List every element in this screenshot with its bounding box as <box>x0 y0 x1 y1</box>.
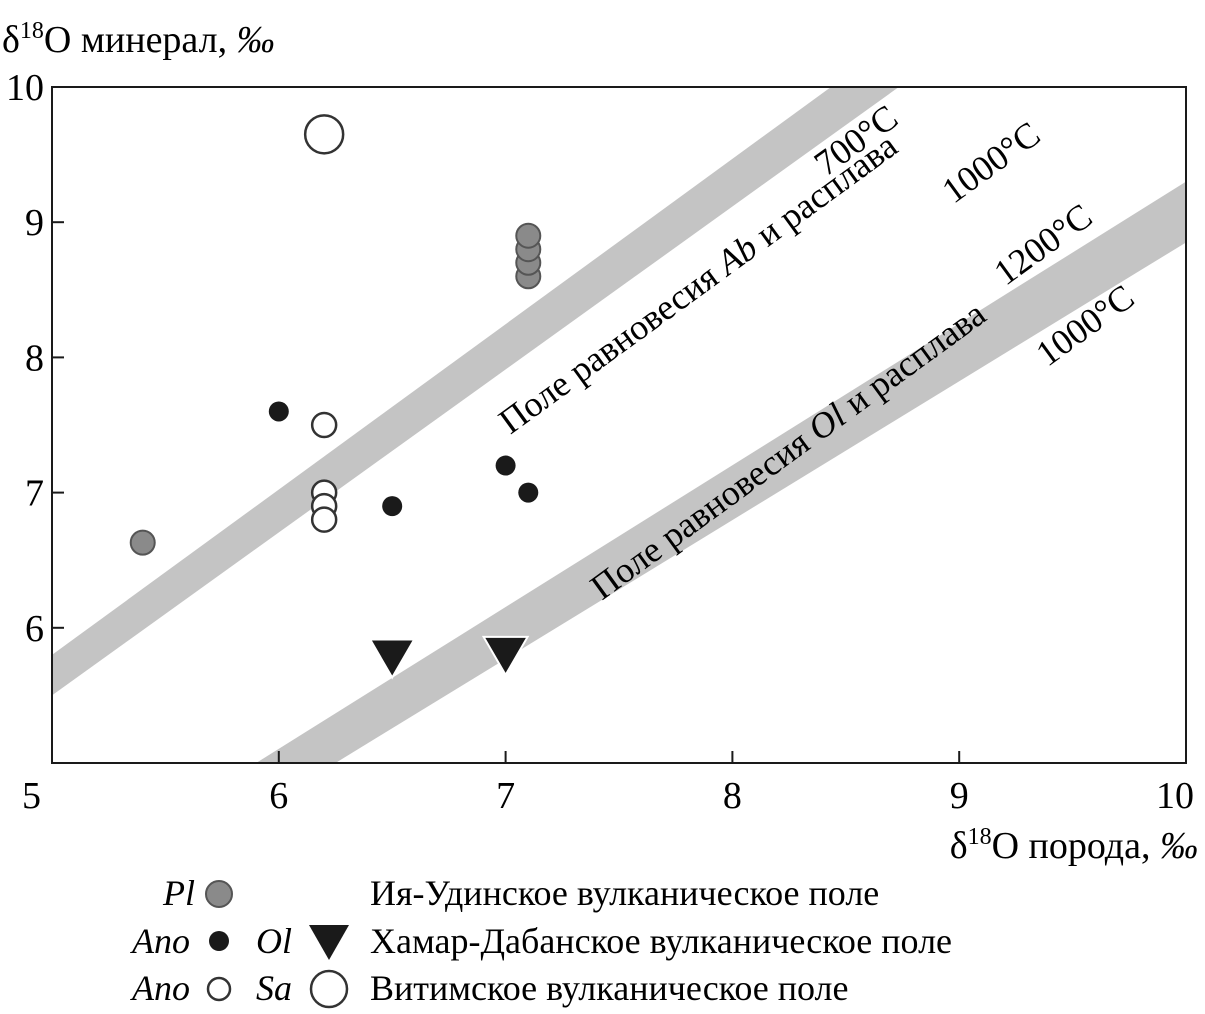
point-khamar_ano <box>518 482 539 503</box>
series-vitim_sa <box>303 114 345 155</box>
legend-marker-open-small-circle <box>206 976 232 1002</box>
legend-label-khamar-daban: Хамар-Дабанское вулканическое поле <box>370 921 952 961</box>
x-tick-label: 5 <box>22 775 41 817</box>
y-tick-label: 7 <box>25 473 44 515</box>
legend: Pl Ия-Удинское вулканическое поле Ano Ol… <box>130 873 952 1009</box>
x-tick-label: 10 <box>1156 775 1194 817</box>
y-tick-label: 8 <box>25 337 44 379</box>
series-vitim_ano <box>310 411 338 533</box>
legend-abbr-sa: Sa <box>256 968 292 1008</box>
x-tick-label: 7 <box>496 775 515 817</box>
legend-row-vitim: Ano Sa Витимское вулканическое поле <box>130 968 849 1009</box>
series-iya_pl <box>129 222 542 556</box>
data-points <box>129 114 542 680</box>
band-ab <box>52 87 899 696</box>
x-tick-label: 9 <box>950 775 969 817</box>
x-tick-label: 6 <box>269 775 288 817</box>
legend-row-iya-uda: Pl Ия-Удинское вулканическое поле <box>162 873 879 913</box>
legend-abbr-ano: Ano <box>130 968 190 1008</box>
legend-marker-black-circle <box>209 931 229 951</box>
series-khamar_ano <box>268 401 539 517</box>
point-iya_pl <box>515 222 542 249</box>
band-ol <box>256 181 1186 763</box>
plot-frame <box>51 86 1187 764</box>
legend-abbr-ano: Ano <box>130 921 190 961</box>
point-khamar_ol <box>481 635 530 677</box>
legend-marker-gray-circle <box>205 880 233 908</box>
point-khamar_ano <box>268 401 289 422</box>
point-vitim_sa <box>303 114 345 155</box>
legend-label-vitim: Витимское вулканическое поле <box>370 968 849 1008</box>
point-vitim_ano <box>310 411 338 439</box>
point-khamar_ano <box>495 455 516 476</box>
x-axis-title: δ18O порода, ‰ <box>950 824 1198 867</box>
legend-label-iya-uda: Ия-Удинское вулканическое поле <box>370 873 879 913</box>
y-tick-label: 6 <box>25 608 44 650</box>
series-khamar_ol <box>368 635 530 680</box>
equilibrium-bands <box>52 87 1186 763</box>
point-khamar_ano <box>382 496 403 517</box>
legend-marker-open-large-circle <box>309 969 349 1009</box>
y-axis-title: δ18O минерал, ‰ <box>2 18 275 61</box>
point-khamar_ol <box>368 638 416 680</box>
legend-row-khamar-daban: Ano Ol Хамар-Дабанское вулканическое пол… <box>130 921 952 961</box>
temp-label-1000-ab: 1000°С <box>935 114 1048 211</box>
axis-ticks: 5 6 7 8 9 10 6 7 8 9 10 <box>6 67 1194 817</box>
legend-marker-down-triangle <box>309 925 349 960</box>
point-iya_pl <box>129 529 156 556</box>
point-vitim_ano <box>310 506 338 533</box>
legend-abbr-ol: Ol <box>256 921 292 961</box>
y-tick-label: 10 <box>6 67 44 109</box>
x-tick-label: 8 <box>723 775 742 817</box>
legend-abbr-pl: Pl <box>162 873 195 913</box>
y-tick-label: 9 <box>25 202 44 244</box>
